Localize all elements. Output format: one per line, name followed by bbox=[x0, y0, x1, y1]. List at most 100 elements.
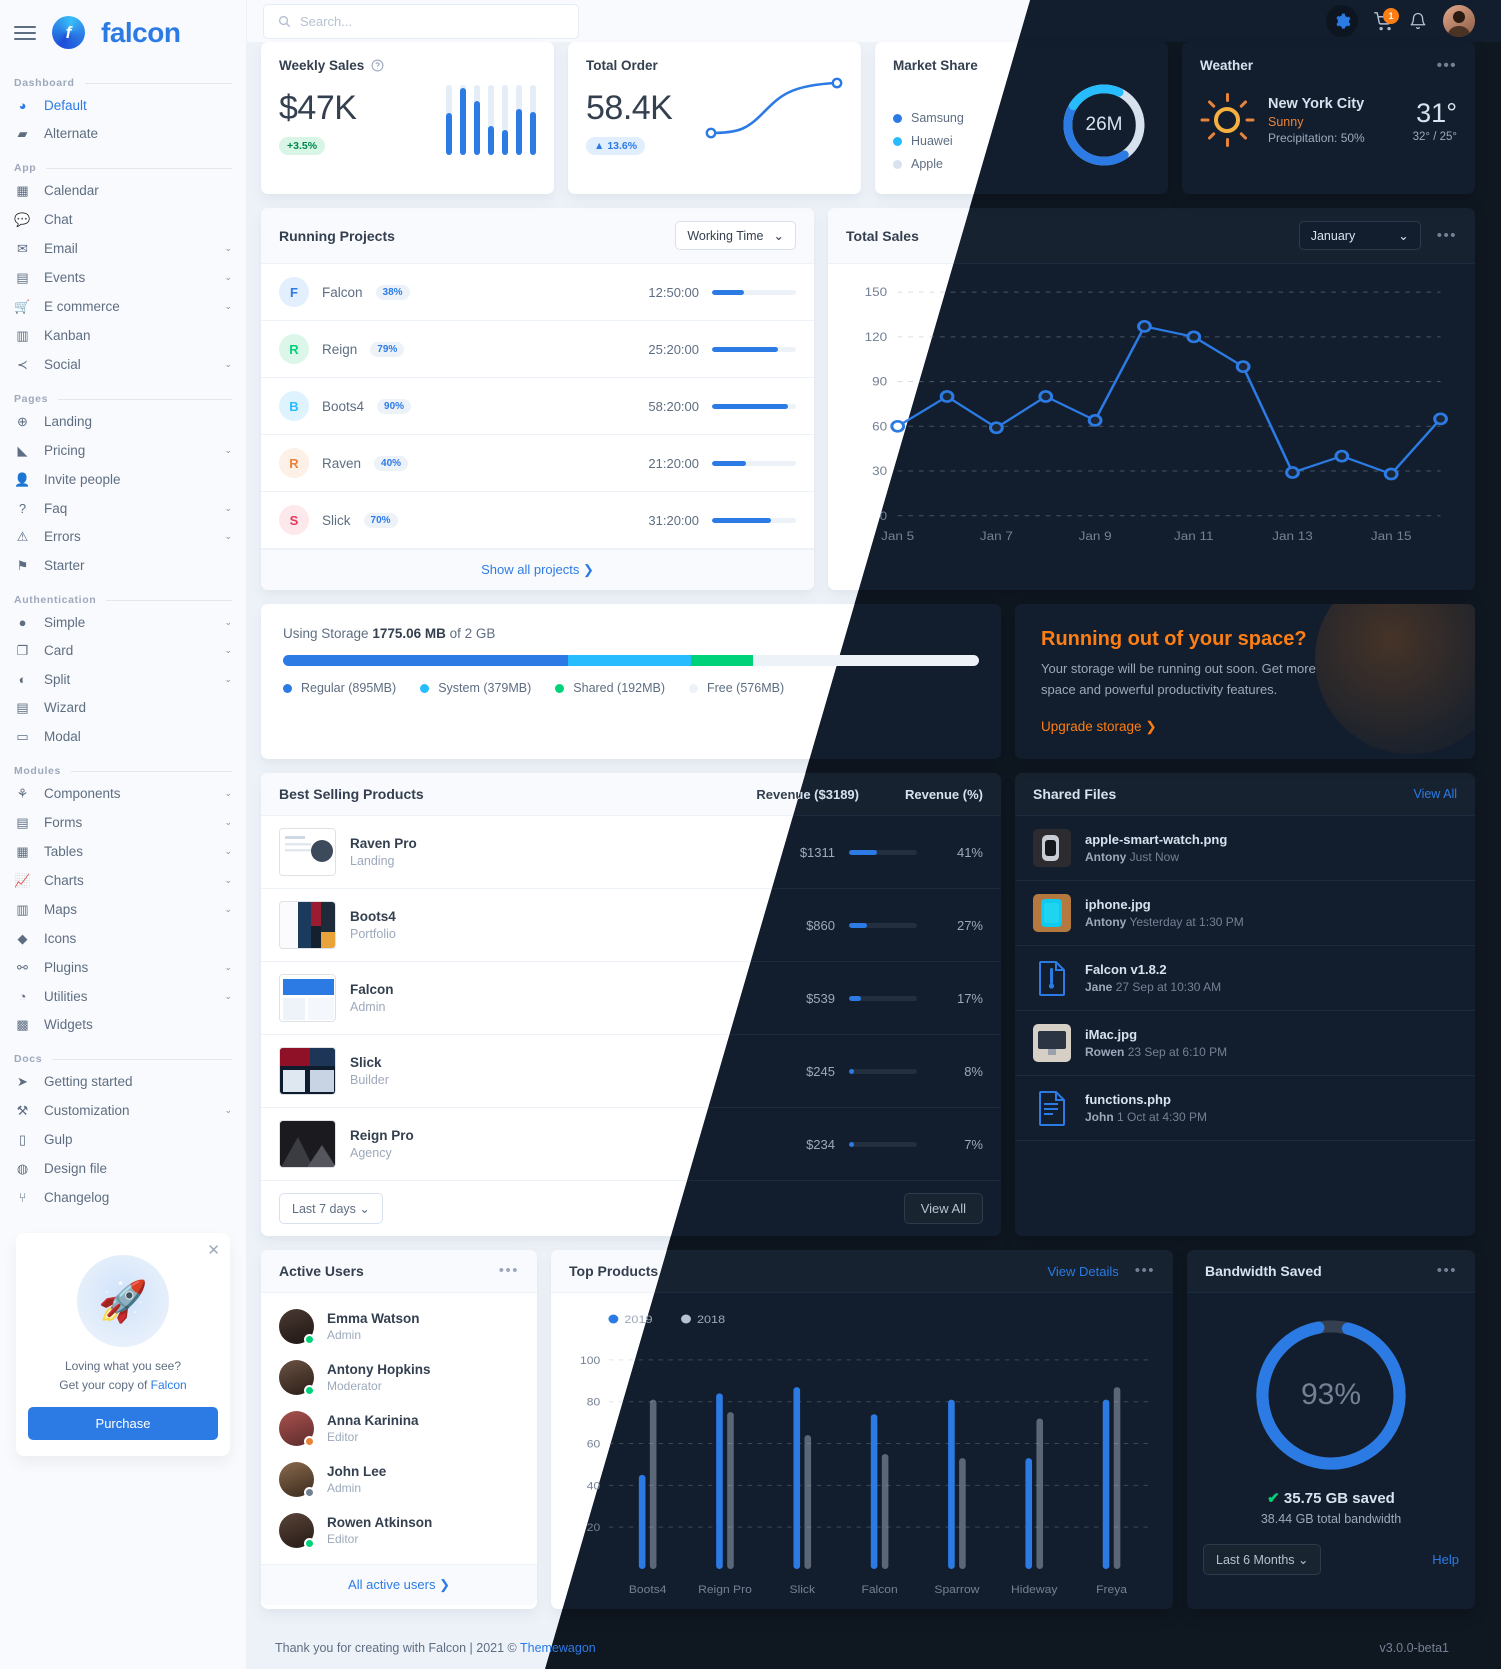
sidebar-item-modal[interactable]: ▭ Modal bbox=[0, 722, 246, 751]
question-circle-icon[interactable] bbox=[371, 59, 384, 72]
sidebar-item-label: Tables bbox=[44, 844, 84, 859]
sidebar-item-widgets[interactable]: ▩ Widgets bbox=[0, 1010, 246, 1039]
sparkbar bbox=[446, 85, 452, 156]
sidebar-item-utilities[interactable]: ◔ Utilities ⌄ bbox=[0, 982, 246, 1010]
sidebar-item-calendar[interactable]: ▦ Calendar bbox=[0, 176, 246, 205]
cart-icon[interactable]: 1 bbox=[1374, 7, 1399, 31]
wrench-icon: ⚒ bbox=[16, 1102, 29, 1118]
sidebar-item-starter[interactable]: ⚑ Starter bbox=[0, 551, 246, 580]
sidebar-item-tables[interactable]: ▦ Tables ⌄ bbox=[0, 837, 246, 866]
upgrade-promo-card: Running out of your space? Your storage … bbox=[1015, 604, 1475, 759]
show-all-projects-link[interactable]: Show all projects ❯ bbox=[481, 562, 594, 578]
all-active-users-link[interactable]: All active users ❯ bbox=[348, 1577, 450, 1592]
bell-icon[interactable] bbox=[1409, 12, 1427, 30]
active-user-row[interactable]: Antony Hopkins Moderator bbox=[261, 1352, 537, 1403]
sidebar-item-label: Alternate bbox=[44, 126, 99, 141]
sidebar-item-label: Components bbox=[44, 786, 121, 801]
search-input[interactable]: Search... bbox=[263, 3, 579, 39]
sidebar-item-simple[interactable]: ● Simple ⌄ bbox=[0, 608, 246, 636]
sidebar-item-events[interactable]: ▤ Events ⌄ bbox=[0, 263, 246, 292]
chevron-down-icon: ⌄ bbox=[224, 817, 232, 827]
sidebar-item-kanban[interactable]: ▥ Kanban bbox=[0, 321, 246, 350]
ellipsis-icon[interactable]: ••• bbox=[498, 1262, 519, 1280]
file-name: iphone.jpg bbox=[1085, 897, 1151, 912]
sidebar-item-label: Pricing bbox=[44, 443, 86, 458]
shared-file-row[interactable]: apple-smart-watch.png Antony Just Now bbox=[1015, 816, 1475, 881]
month-select[interactable]: January⌄ bbox=[1298, 221, 1421, 251]
sidebar-item-default[interactable]: ◕ Default bbox=[0, 91, 246, 119]
active-user-row[interactable]: Emma Watson Admin bbox=[261, 1301, 537, 1352]
view-details-link[interactable]: View Details bbox=[1047, 1263, 1119, 1279]
sidebar-item-changelog[interactable]: ⑂ Changelog bbox=[0, 1183, 246, 1211]
sidebar-item-wizard[interactable]: ▤ Wizard bbox=[0, 693, 246, 722]
file-meta: Antony Just Now bbox=[1085, 850, 1457, 864]
sidebar-item-pricing[interactable]: ◣ Pricing ⌄ bbox=[0, 436, 246, 465]
svg-text:80: 80 bbox=[587, 1397, 600, 1408]
avatar[interactable] bbox=[1443, 5, 1475, 38]
sidebar-item-e-commerce[interactable]: 🛒 E commerce ⌄ bbox=[0, 292, 246, 321]
date-range-select[interactable]: Last 7 days ⌄ bbox=[279, 1193, 383, 1224]
upgrade-storage-link[interactable]: Upgrade storage ❯ bbox=[1041, 719, 1157, 734]
best-selling-view-all-button[interactable]: View All bbox=[903, 1193, 983, 1224]
sidebar-item-customization[interactable]: ⚒ Customization ⌄ bbox=[0, 1096, 246, 1125]
active-user-row[interactable]: Anna Karinina Editor bbox=[261, 1403, 537, 1454]
weather-temp: 31° bbox=[1416, 97, 1457, 128]
project-progress-bar bbox=[712, 289, 796, 295]
sidebar-item-components[interactable]: ⚘ Components ⌄ bbox=[0, 779, 246, 808]
project-row[interactable]: R Reign 79% 25:20:00 bbox=[261, 321, 814, 379]
shared-file-row[interactable]: Falcon v1.8.2 Jane 27 Sep at 10:30 AM bbox=[1015, 946, 1475, 1011]
sidebar-item-alternate[interactable]: ▰ Alternate bbox=[0, 119, 246, 148]
working-time-select[interactable]: Working Time ⌄ bbox=[675, 221, 796, 251]
active-user-row[interactable]: John Lee Admin bbox=[261, 1454, 537, 1505]
sidebar-item-charts[interactable]: 📈 Charts ⌄ bbox=[0, 866, 246, 895]
sidebar-item-landing[interactable]: ⊕ Landing bbox=[0, 407, 246, 436]
ellipsis-icon[interactable]: ••• bbox=[1134, 1262, 1155, 1280]
menu-toggle-icon[interactable] bbox=[14, 25, 36, 40]
sidebar-item-errors[interactable]: ⚠ Errors ⌄ bbox=[0, 522, 246, 551]
shared-file-row[interactable]: functions.php John 1 Oct at 4:30 PM bbox=[1015, 1076, 1475, 1141]
shared-file-row[interactable]: iMac.jpg Rowen 23 Sep at 6:10 PM bbox=[1015, 1011, 1475, 1076]
active-user-row[interactable]: Rowen Atkinson Editor bbox=[261, 1505, 537, 1556]
sidebar-item-getting-started[interactable]: ➤ Getting started bbox=[0, 1067, 246, 1096]
bandwidth-help-link[interactable]: Help bbox=[1432, 1552, 1459, 1567]
product-revenue: $245 bbox=[806, 1063, 835, 1079]
ellipsis-icon[interactable]: ••• bbox=[1436, 227, 1457, 245]
divider bbox=[58, 398, 232, 400]
file-meta: Antony Yesterday at 1:30 PM bbox=[1085, 915, 1457, 929]
shared-files-view-all-link[interactable]: View All bbox=[1413, 787, 1457, 801]
ellipsis-icon[interactable]: ••• bbox=[1436, 57, 1457, 75]
sidebar-item-gulp[interactable]: ▯ Gulp bbox=[0, 1125, 246, 1154]
file-name: functions.php bbox=[1085, 1092, 1171, 1107]
sidebar-item-invite-people[interactable]: 👤 Invite people bbox=[0, 465, 246, 494]
project-row[interactable]: R Raven 40% 21:20:00 bbox=[261, 435, 814, 493]
chevron-down-icon: ⌄ bbox=[224, 502, 232, 513]
sidebar-item-plugins[interactable]: ⚯ Plugins ⌄ bbox=[0, 953, 246, 982]
chevron-down-icon: ⌄ bbox=[224, 645, 232, 655]
ellipsis-icon[interactable]: ••• bbox=[1436, 1262, 1457, 1280]
sidebar-section-label: Authentication bbox=[14, 594, 97, 606]
divider bbox=[106, 599, 232, 601]
project-row[interactable]: S Slick 70% 31:20:00 bbox=[261, 492, 814, 550]
sidebar-item-card[interactable]: ❐ Card ⌄ bbox=[0, 636, 246, 665]
brand-name: falcon bbox=[101, 16, 181, 48]
sidebar-item-design-file[interactable]: ◍ Design file bbox=[0, 1154, 246, 1183]
sidebar-item-faq[interactable]: ? Faq ⌄ bbox=[0, 494, 246, 522]
sidebar-item-split[interactable]: ◐ Split ⌄ bbox=[0, 665, 246, 693]
sidebar-item-social[interactable]: ≺ Social ⌄ bbox=[0, 350, 246, 379]
sidebar-item-forms[interactable]: ▤ Forms ⌄ bbox=[0, 808, 246, 837]
sidebar-section-header: Authentication bbox=[0, 580, 246, 608]
sidebar-item-maps[interactable]: ▥ Maps ⌄ bbox=[0, 895, 246, 924]
close-icon[interactable]: ✕ bbox=[207, 1242, 220, 1259]
gear-icon[interactable] bbox=[1326, 5, 1358, 38]
bandwidth-range-select[interactable]: Last 6 Months ⌄ bbox=[1203, 1544, 1322, 1575]
sidebar-item-icons[interactable]: ◆ Icons bbox=[0, 924, 246, 953]
bandwidth-card: Bandwidth Saved ••• 93% ✔ bbox=[1187, 1250, 1475, 1609]
status-badge bbox=[304, 1334, 315, 1345]
file-name: apple-smart-watch.png bbox=[1085, 832, 1228, 847]
project-row[interactable]: F Falcon 38% 12:50:00 bbox=[261, 264, 814, 322]
project-row[interactable]: B Boots4 90% 58:20:00 bbox=[261, 378, 814, 436]
sidebar-item-email[interactable]: ✉ Email ⌄ bbox=[0, 234, 246, 263]
purchase-button[interactable]: Purchase bbox=[28, 1407, 218, 1441]
shared-file-row[interactable]: iphone.jpg Antony Yesterday at 1:30 PM bbox=[1015, 881, 1475, 946]
sidebar-item-chat[interactable]: 💬 Chat bbox=[0, 205, 246, 234]
